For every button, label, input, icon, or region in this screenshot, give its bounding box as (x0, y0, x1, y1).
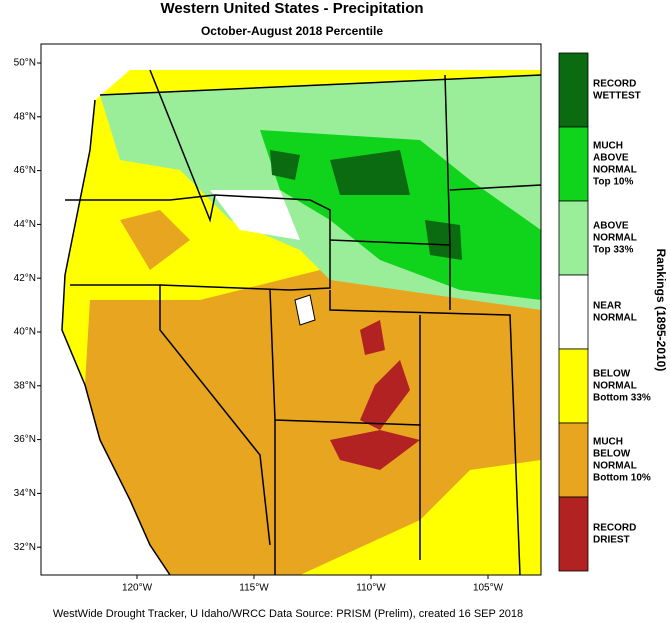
legend-label: RECORD (593, 79, 636, 90)
legend-label: RECORD (593, 523, 636, 534)
legend-swatch (558, 348, 589, 424)
legend-label: WETTEST (593, 91, 641, 102)
legend-label: Bottom 10% (593, 473, 651, 484)
legend-label: NORMAL (593, 313, 637, 324)
legend-label: ABOVE (593, 153, 629, 164)
axis-labels: 50°N 48°N 46°N 44°N 42°N 40°N 38°N 36°N 34°N 32°N… (14, 58, 504, 594)
legend-swatch (558, 200, 589, 276)
footer: WestWide Drought Tracker, U Idaho/WRCC D… (53, 608, 523, 620)
lat-label: 44°N (14, 219, 36, 230)
legend-swatch (558, 422, 589, 498)
lat-label: 36°N (14, 434, 36, 445)
title: Western United States - Precipitation (160, 0, 423, 17)
lat-label: 34°N (14, 488, 36, 499)
lon-label: 105°W (473, 583, 504, 594)
legend-label: Bottom 33% (593, 393, 651, 404)
legend-label: NORMAL (593, 381, 637, 392)
legend-label: NORMAL (593, 461, 637, 472)
lon-label: 110°W (356, 583, 386, 594)
lat-label: 32°N (14, 542, 36, 553)
legend-label: Top 10% (593, 177, 633, 188)
legend-label: Top 33% (593, 245, 633, 256)
lon-label: 115°W (239, 583, 269, 594)
lat-label: 50°N (14, 58, 36, 69)
legend-label: MUCH (593, 141, 623, 152)
legend-label: BELOW (593, 369, 631, 380)
legend-title: Rankings (1895-2010) (654, 249, 668, 372)
lat-label: 38°N (14, 380, 36, 391)
map (40, 43, 542, 576)
legend-label: ABOVE (593, 221, 629, 232)
legend-label: MUCH (593, 437, 623, 448)
lon-label: 120°W (122, 583, 153, 594)
legend-label: BELOW (593, 449, 631, 460)
legend-swatch (558, 52, 589, 128)
legend-label: DRIEST (593, 535, 630, 546)
legend-swatch (558, 274, 589, 350)
legend-swatch (558, 126, 589, 202)
lat-label: 46°N (14, 165, 36, 176)
legend-label: NORMAL (593, 165, 637, 176)
legend-label: NEAR (593, 301, 622, 312)
lat-label: 42°N (14, 273, 36, 284)
legend-label: NORMAL (593, 233, 637, 244)
subtitle: October-August 2018 Percentile (201, 24, 383, 38)
lat-label: 40°N (14, 327, 36, 338)
legend-swatch (558, 496, 589, 572)
lat-label: 48°N (14, 111, 36, 122)
